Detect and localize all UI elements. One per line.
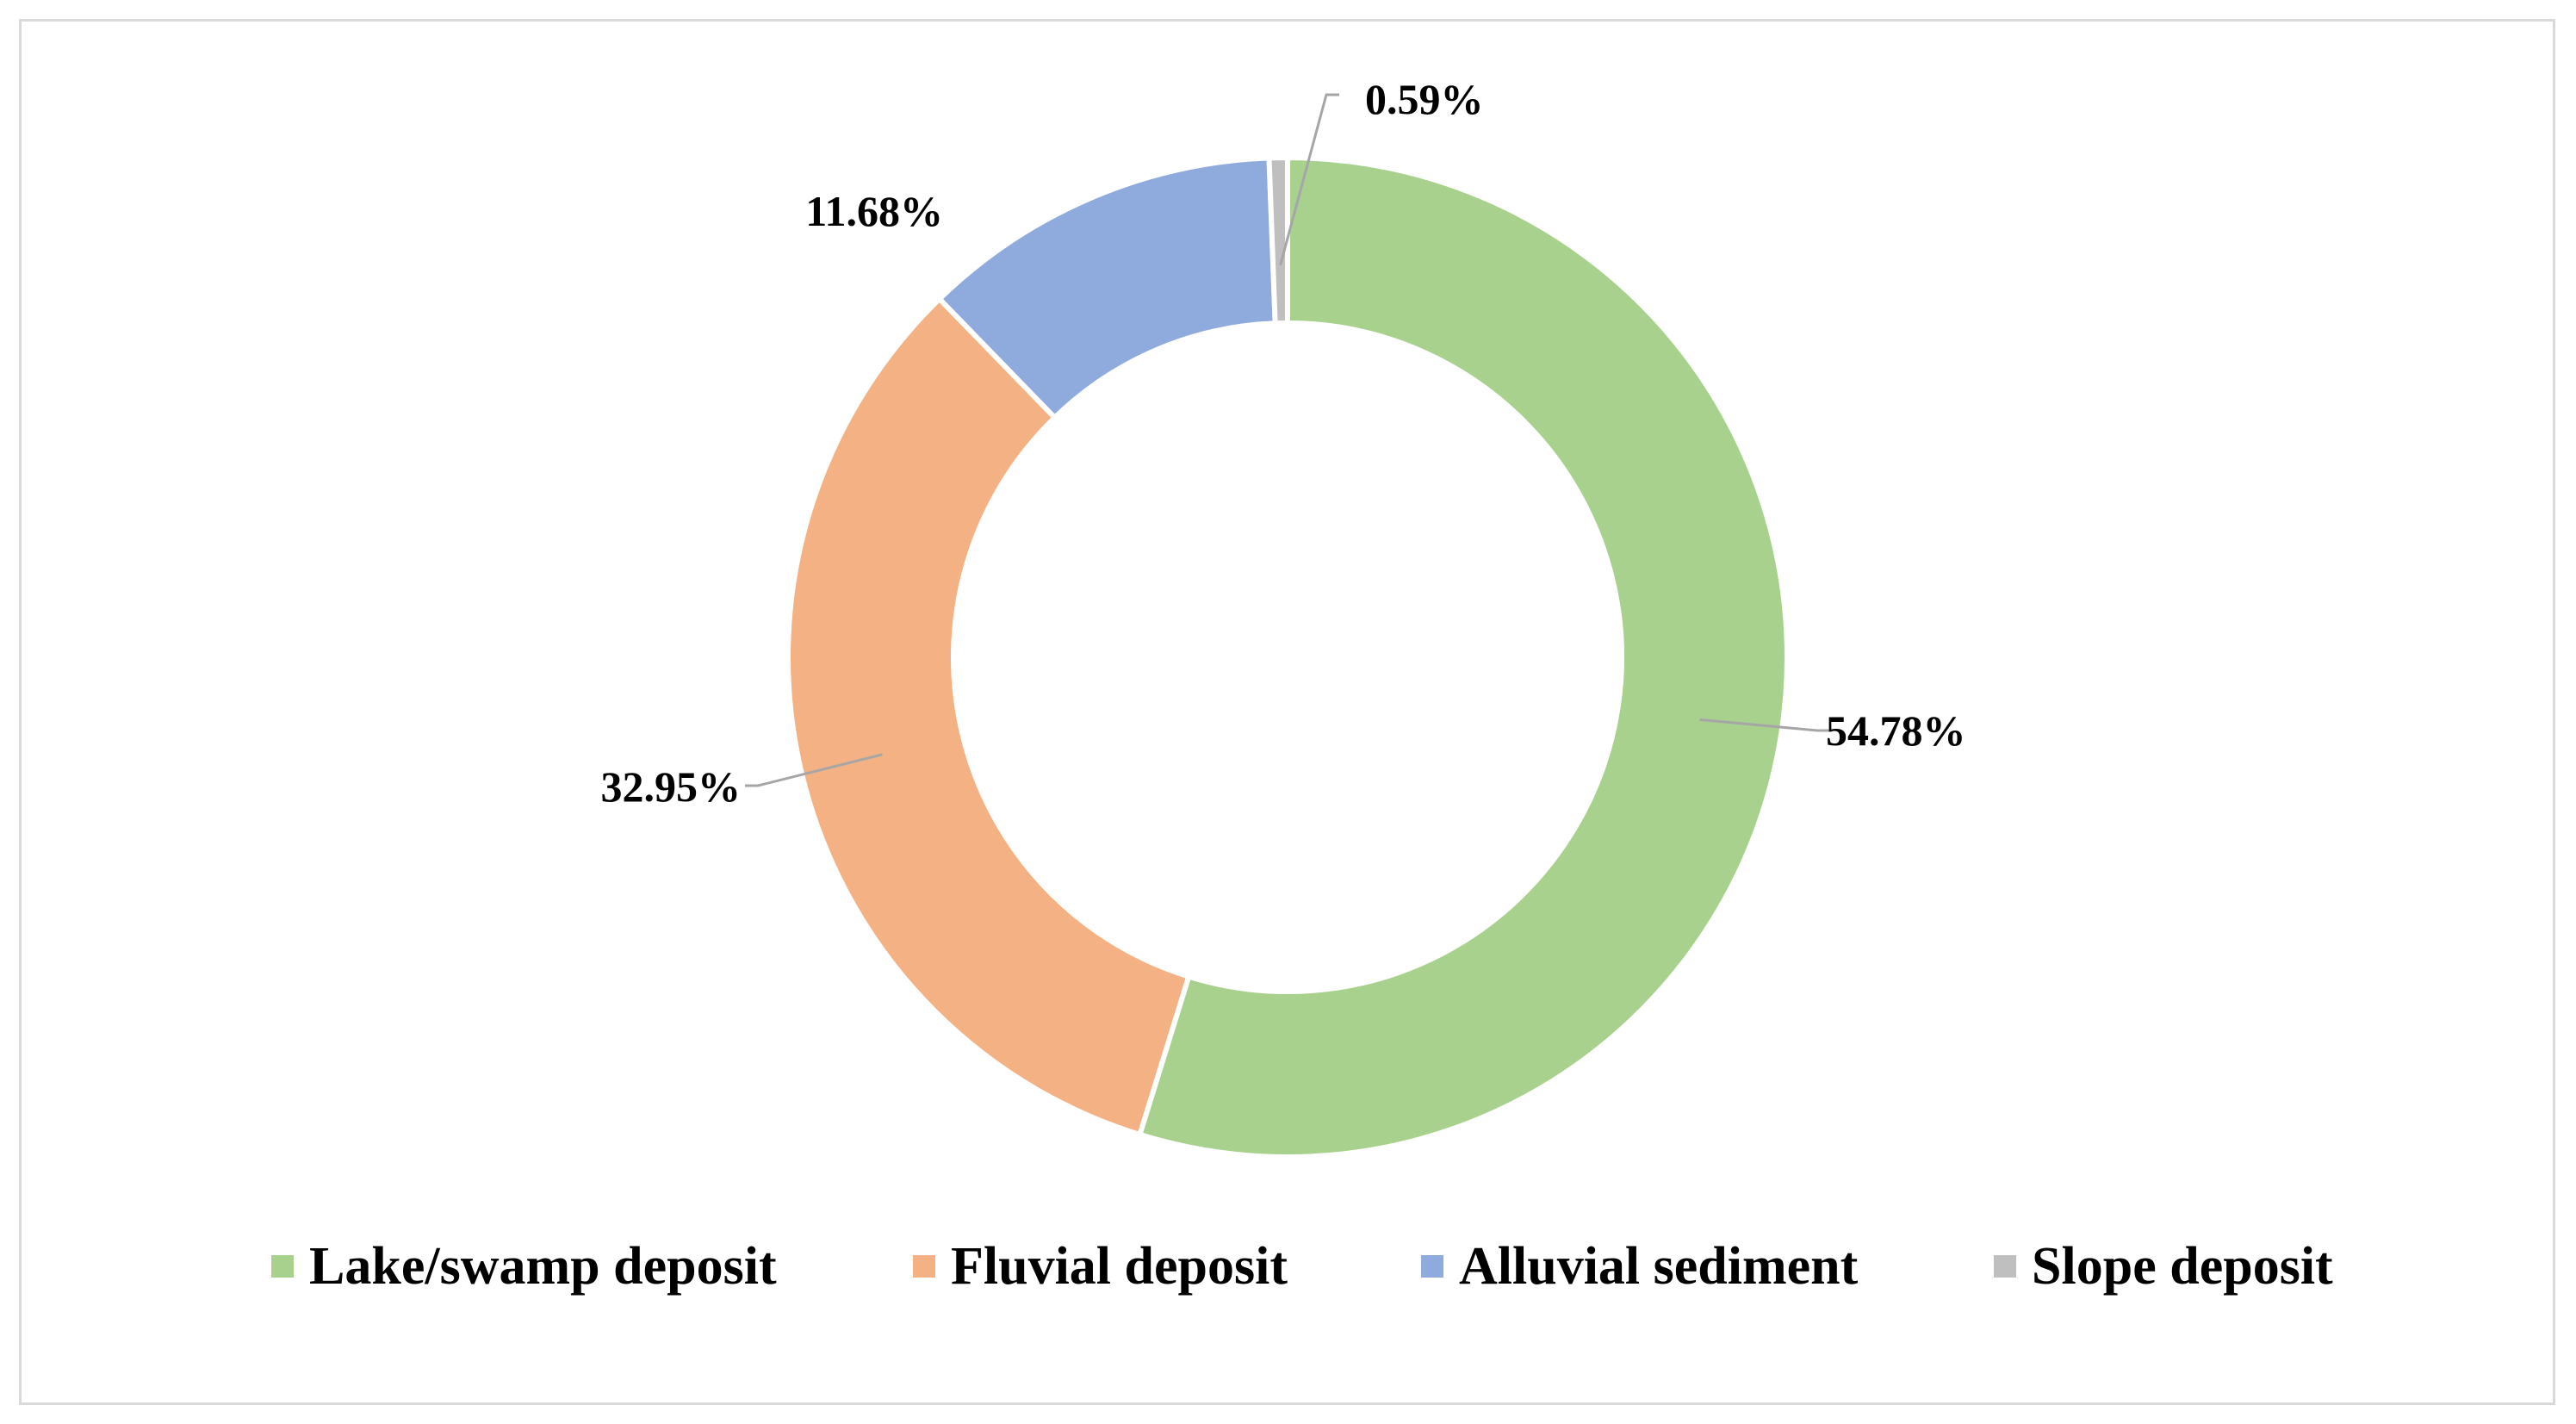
leader-lines-layer: [745, 93, 1830, 787]
legend-item-fluvial-deposit: Fluvial deposit: [913, 1237, 1288, 1296]
legend-swatch-fluvial-deposit: [913, 1255, 935, 1278]
legend-swatch-slope-deposit: [1994, 1255, 2016, 1278]
data-label-lake-swamp-deposit: 54.78%: [1826, 706, 1966, 755]
legend-item-lake-swamp-deposit: Lake/swamp deposit: [271, 1237, 777, 1296]
legend-swatch-lake-swamp-deposit: [271, 1255, 294, 1278]
legend-label-slope-deposit: Slope deposit: [2032, 1237, 2333, 1296]
legend-item-alluvial-sediment: Alluvial sediment: [1421, 1237, 1859, 1296]
slice-lake-swamp-deposit: [1136, 154, 1790, 1160]
legend: Lake/swamp deposit Fluvial deposit Alluvia…: [271, 1237, 2333, 1296]
data-label-slope-deposit: 0.59%: [1365, 75, 1484, 123]
data-label-fluvial-deposit: 32.95%: [601, 762, 742, 811]
legend-swatch-alluvial-sediment: [1421, 1255, 1443, 1278]
legend-label-fluvial-deposit: Fluvial deposit: [951, 1237, 1288, 1296]
legend-label-lake-swamp-deposit: Lake/swamp deposit: [309, 1237, 777, 1296]
leader-line-lake-swamp-deposit: [1699, 718, 1830, 732]
leader-line-slope-deposit: [1279, 93, 1339, 266]
slices-layer: [785, 154, 1790, 1160]
data-labels-layer: 54.78% 32.95% 11.68% 0.59%: [601, 75, 1966, 811]
slice-fluvial-deposit: [785, 295, 1192, 1138]
legend-label-alluvial-sediment: Alluvial sediment: [1459, 1237, 1859, 1296]
slice-slope-deposit: [1266, 154, 1290, 326]
data-label-alluvial-sediment: 11.68%: [805, 187, 943, 235]
leader-line-fluvial-deposit: [745, 753, 883, 787]
legend-item-slope-deposit: Slope deposit: [1994, 1237, 2333, 1296]
